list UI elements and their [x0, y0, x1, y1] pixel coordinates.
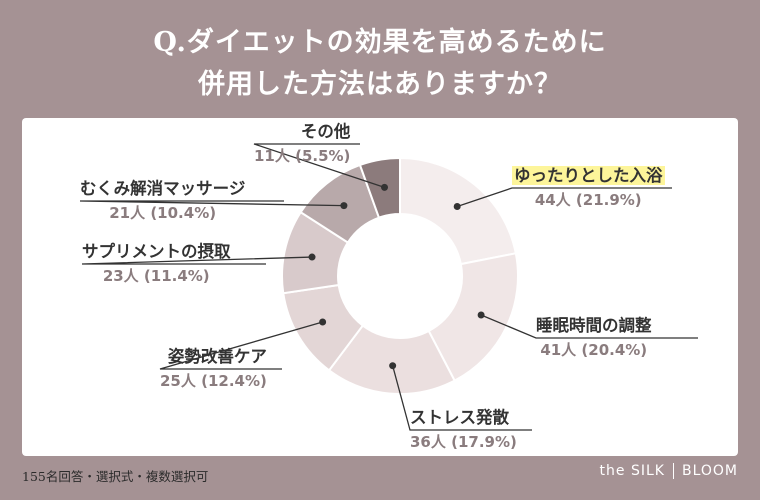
label-supplement: サプリメントの摂取 23人 (11.4%)	[82, 241, 231, 287]
label-name-sleep: 睡眠時間の調整	[536, 316, 652, 335]
label-sleep: 睡眠時間の調整 41人 (20.4%)	[536, 315, 652, 361]
label-name-massage: むくみ解消マッサージ	[80, 179, 246, 198]
leader-dot-bath	[453, 203, 461, 211]
label-name-other: その他	[300, 122, 351, 141]
leader-line-sleep	[480, 314, 698, 339]
label-value-stress: 36人 (17.9%)	[410, 433, 517, 451]
leader-dot-sleep	[477, 311, 485, 319]
brand-name-right: BLOOM	[681, 463, 738, 479]
label-massage: むくみ解消マッサージ 21人 (10.4%)	[80, 178, 245, 224]
label-other: その他 11人 (5.5%)	[254, 121, 350, 167]
label-value-supplement: 23人 (11.4%)	[102, 267, 210, 285]
brand-name-left: the SILK	[599, 463, 665, 479]
leader-line-supplement	[81, 256, 313, 265]
label-name-bath: ゆったりとした入浴	[512, 166, 665, 185]
donut-chart	[79, 143, 698, 431]
label-name-supplement: サプリメントの摂取	[82, 242, 231, 261]
leader-line-other	[253, 143, 385, 188]
label-value-other: 11人 (5.5%)	[254, 147, 351, 165]
slice-bath	[399, 156, 517, 266]
leader-line-stress	[392, 365, 532, 431]
leader-line-posture	[159, 321, 323, 370]
chart-title-line1: Q.ダイエットの効果を高めるために	[153, 27, 607, 58]
leader-line-bath	[456, 187, 672, 208]
brand-logo: the SILK BLOOM	[600, 463, 738, 479]
label-bath: ゆったりとした入浴 44人 (21.9%)	[512, 165, 665, 211]
brand-divider	[672, 463, 674, 479]
label-posture: 姿勢改善ケア 25人 (12.4%)	[160, 346, 267, 392]
chart-title-line2: 併用した方法はありますか？	[198, 69, 562, 100]
label-value-sleep: 41人 (20.4%)	[540, 341, 648, 359]
label-name-posture: 姿勢改善ケア	[167, 347, 267, 366]
label-value-bath: 44人 (21.9%)	[534, 191, 642, 209]
slice-other	[358, 156, 401, 219]
respondent-note: 155名回答・選択式・複数選択可	[22, 469, 209, 484]
label-stress: ストレス発散 36人 (17.9%)	[410, 407, 517, 453]
label-name-stress: ストレス発散	[410, 408, 509, 427]
label-value-massage: 21人 (10.4%)	[109, 204, 217, 222]
leader-line-massage	[79, 200, 344, 207]
chart-panel: ゆったりとした入浴 44人 (21.9%) 睡眠時間の調整 41人 (20.4%…	[22, 118, 738, 456]
label-value-posture: 25人 (12.4%)	[160, 372, 267, 390]
